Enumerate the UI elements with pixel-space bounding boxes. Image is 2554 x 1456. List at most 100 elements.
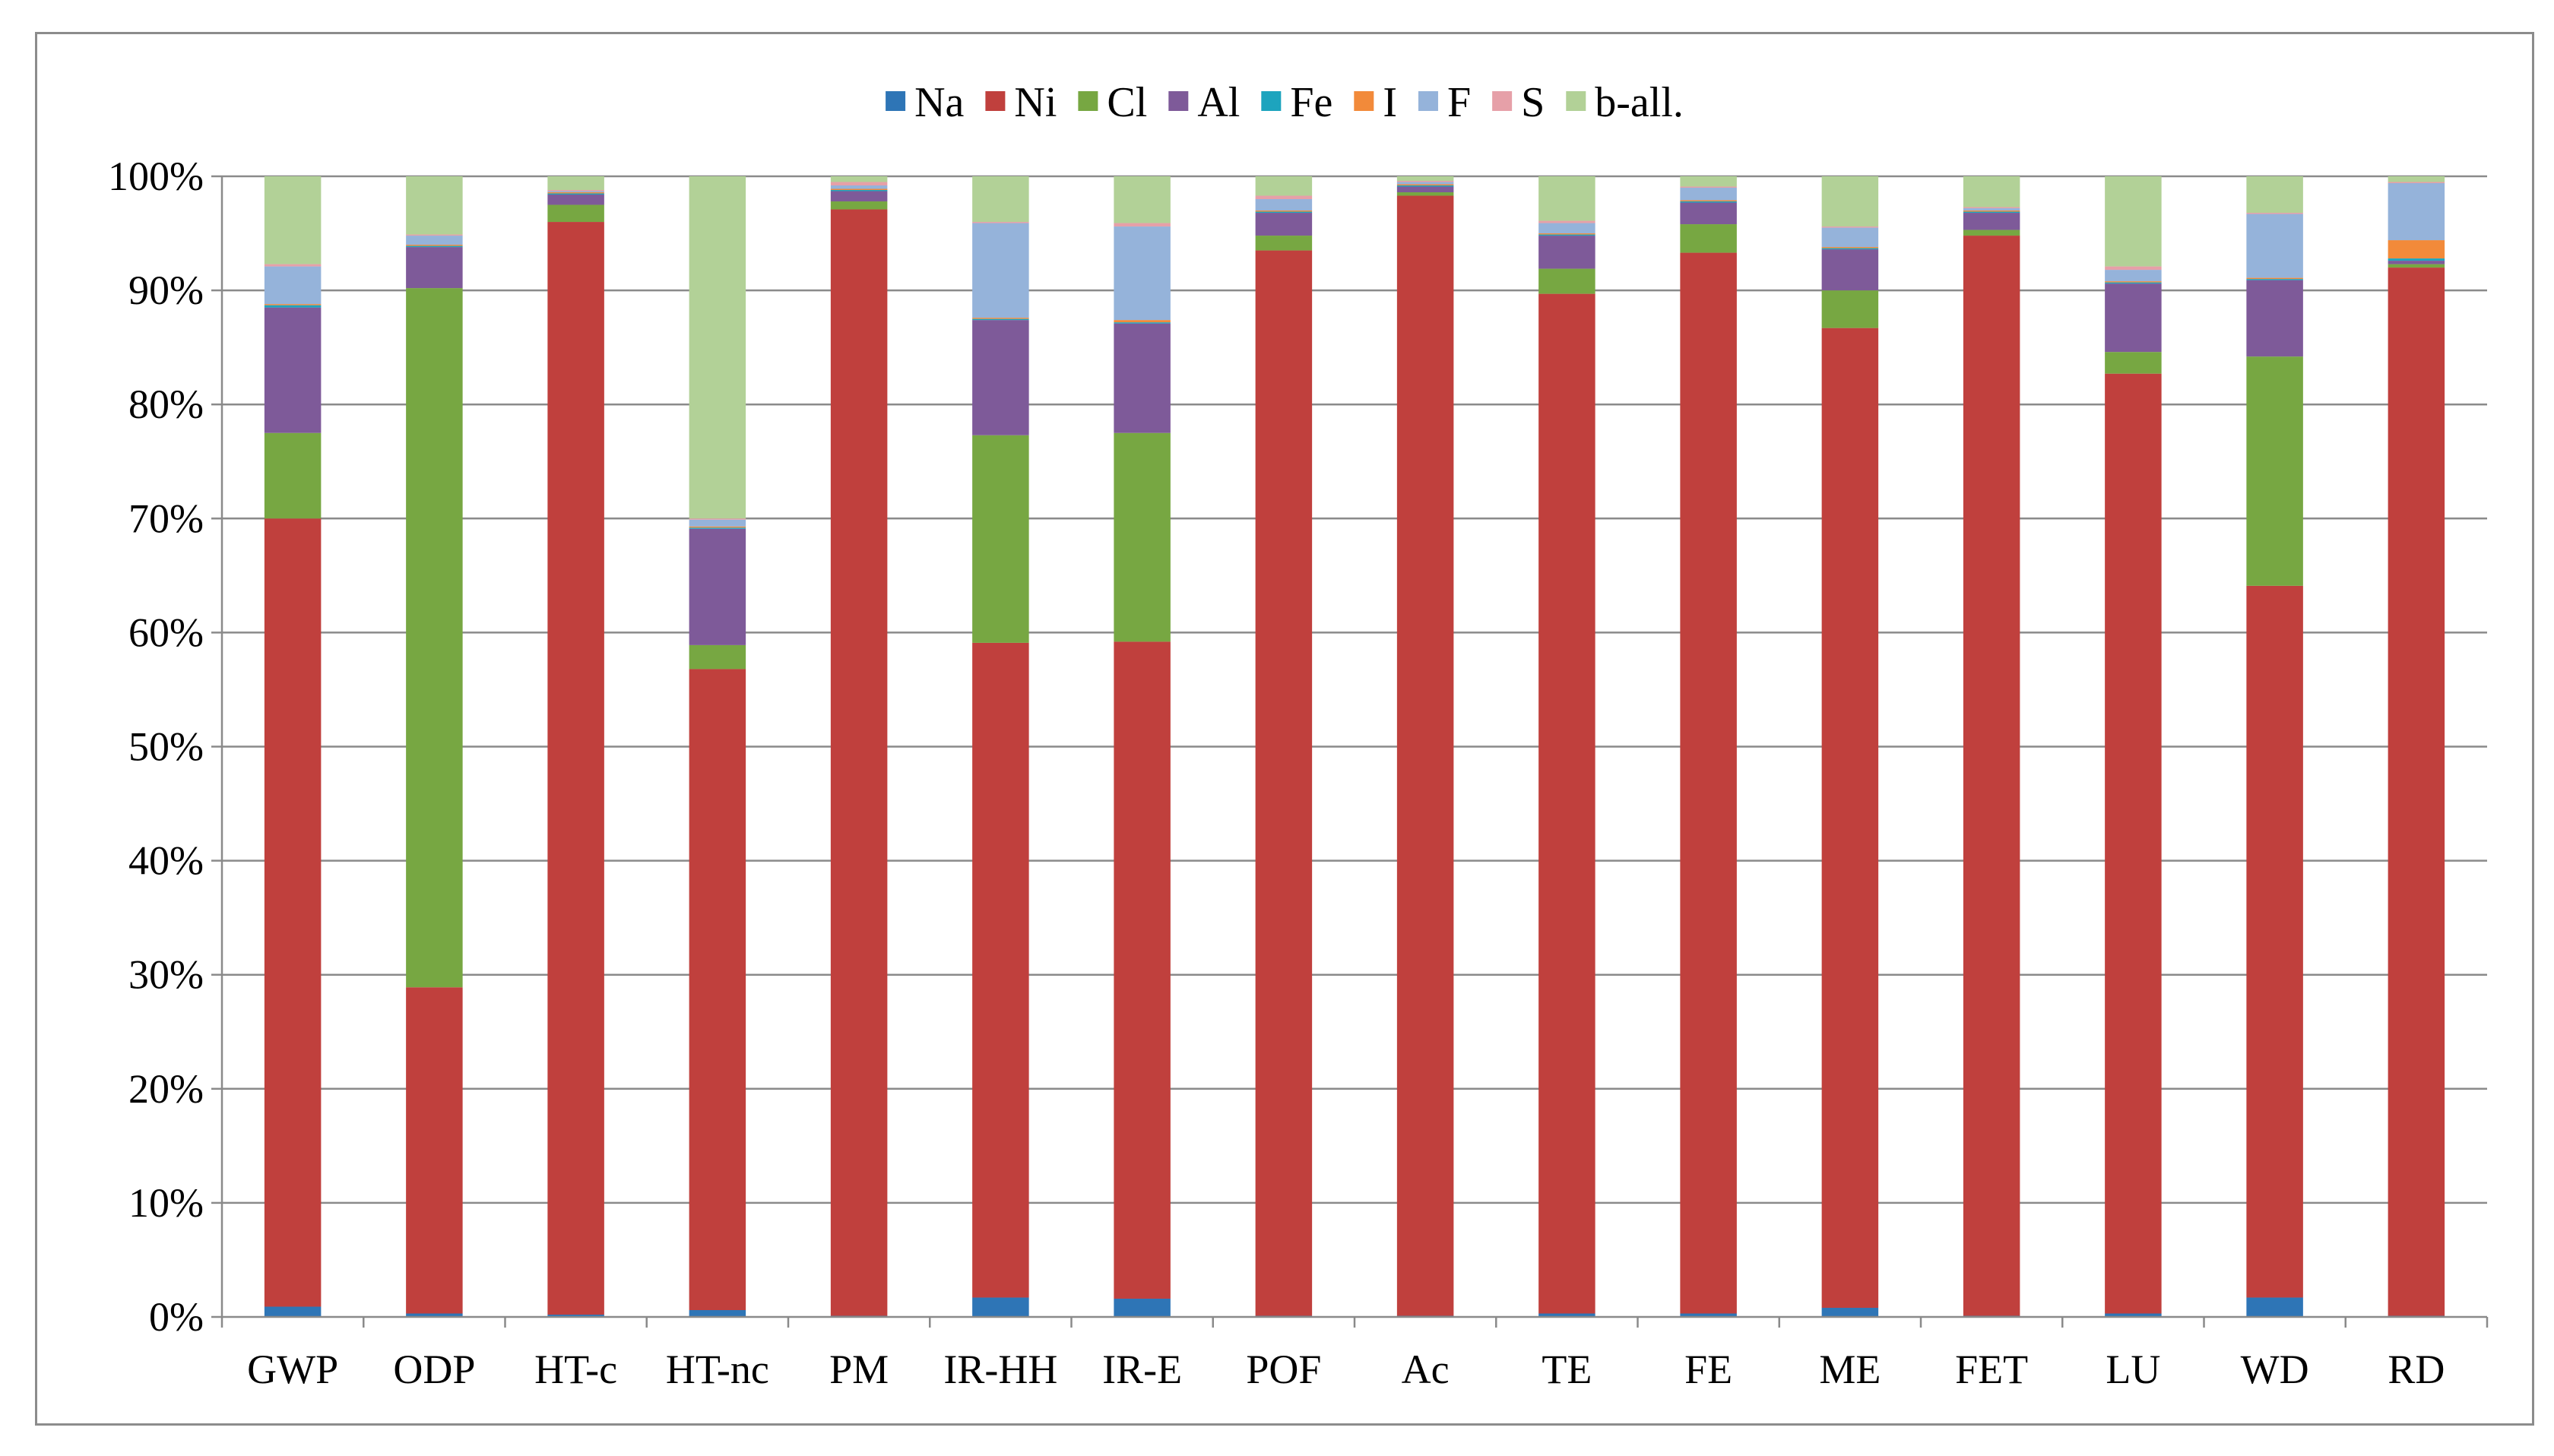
bar-odp-na [406,1313,463,1317]
bar-ht-nc-na [689,1309,746,1317]
bar-wd-b-all [2246,176,2303,214]
x-tick-label-ht-c: HT-c [534,1347,617,1392]
bar-pm-al [830,191,888,202]
bar-ht-c-ni [547,222,604,1315]
x-tick-label-ir-hh: IR-HH [943,1347,1057,1392]
legend-swatch-cl [1078,91,1098,111]
bar-rd-cl [2388,264,2445,268]
bar-pm-s [830,182,888,186]
bar-te-fe [1538,234,1595,236]
axes: 0% 10% 20% 30% 40% 50% 60% 70% 80% 90% 100% GWP ODP H… [108,154,2489,1392]
bar-ac-fe [1396,185,1454,187]
bar-fet-fe [1963,211,2020,214]
bar-fe-cl [1680,224,1737,253]
bar-gwp-f [264,266,322,305]
bar-pm-i [830,188,888,191]
y-tick-label: 50% [128,724,204,770]
bar-te-b-all [1538,176,1595,221]
bar-odp-s [406,234,463,236]
bar-rd-ni [2388,267,2445,1316]
bar-te-al [1538,236,1595,269]
bar-ht-c-na [547,1314,604,1317]
bar-wd-ni [2246,585,2303,1298]
bar-te-i [1538,233,1595,235]
bar-ht-c-cl [547,204,604,223]
legend-swatch-i [1354,91,1374,111]
bar-ac-al [1396,186,1454,193]
bar-odp-b-all [406,176,463,235]
legend-label-fe: Fe [1290,79,1332,126]
bar-ht-nc-al [689,528,746,645]
legend-label-cl: Cl [1107,79,1147,126]
legend-label-i: I [1383,79,1397,126]
bar-wd-i [2246,277,2303,280]
bar-pm-b-all [830,176,888,182]
x-tick-label-wd: WD [2241,1347,2309,1392]
bar-wd-na [2246,1297,2303,1317]
bar-wd-s [2246,213,2303,214]
legend-swatch-fe [1261,91,1282,111]
bar-ht-nc-b-all [689,176,746,519]
bar-ir-hh-ni [972,642,1029,1298]
bar-ht-nc-ni [689,669,746,1310]
bar-pm-fe [830,190,888,191]
y-tick-label: 0% [149,1294,204,1340]
bar-ir-hh-i [972,318,1029,319]
x-tick-label-me: ME [1819,1347,1881,1392]
bar-pm-cl [830,201,888,210]
bar-ht-c-i [547,192,604,194]
bar-me-cl [1821,290,1879,328]
legend-label-s: S [1521,79,1545,126]
stacked-bar-chart: 0% 10% 20% 30% 40% 50% 60% 70% 80% 90% 100% GWP ODP H… [108,79,2489,1392]
bar-pof-ni [1255,250,1313,1316]
legend-swatch-b-all [1566,91,1586,111]
x-tick-label-lu: LU [2106,1347,2160,1392]
y-tick-label: 60% [128,609,204,655]
bar-lu-fe [2105,282,2162,284]
bar-me-fe [1821,248,1879,250]
bar-pof-b-all [1255,176,1313,196]
legend-swatch-s [1492,91,1513,111]
bar-ir-hh-s [972,222,1029,223]
bar-gwp-b-all [264,176,322,264]
bar-wd-al [2246,280,2303,357]
bar-ht-nc-f [689,519,746,527]
bar-rd-al [2388,261,2445,264]
bar-ir-e-i [1114,320,1171,323]
bar-lu-i [2105,281,2162,283]
bar-ht-nc-i [689,526,746,528]
bar-ir-hh-cl [972,435,1029,643]
bar-odp-al [406,247,463,289]
bar-ir-hh-na [972,1297,1029,1317]
x-tick-label-fet: FET [1955,1347,2028,1392]
bar-ht-c-s [547,190,604,191]
bar-rd-f [2388,183,2445,241]
x-tick-label-pm: PM [829,1347,889,1392]
y-tick-label: 20% [128,1066,204,1112]
bar-pof-al [1255,213,1313,236]
x-tick-label-ir-e: IR-E [1102,1347,1182,1392]
bar-fe-s [1680,186,1737,188]
y-tick-label: 70% [128,495,204,541]
bar-wd-fe [2246,279,2303,280]
bar-gwp-s [264,264,322,267]
bar-lu-b-all [2105,176,2162,267]
y-tick-label: 30% [128,952,204,998]
legend-swatch-na [886,91,906,111]
bar-ir-e-al [1114,323,1171,433]
bar-fet-f [1963,208,2020,211]
bar-pof-i [1255,210,1313,212]
legend-label-f: F [1447,79,1471,126]
bar-odp-f [406,236,463,245]
x-tick-label-pof: POF [1246,1347,1321,1392]
bars [264,176,2445,1317]
legend-label-b-all: b-all. [1595,79,1684,126]
bar-ht-c-al [547,195,604,205]
bar-lu-s [2105,266,2162,271]
x-tick-label-ac: Ac [1402,1347,1450,1392]
x-tick-label-te: TE [1542,1347,1592,1392]
bar-ht-c-fe [547,193,604,195]
legend-label-al: Al [1197,79,1240,126]
bar-me-i [1821,247,1879,248]
bar-pm-ni [830,209,888,1316]
